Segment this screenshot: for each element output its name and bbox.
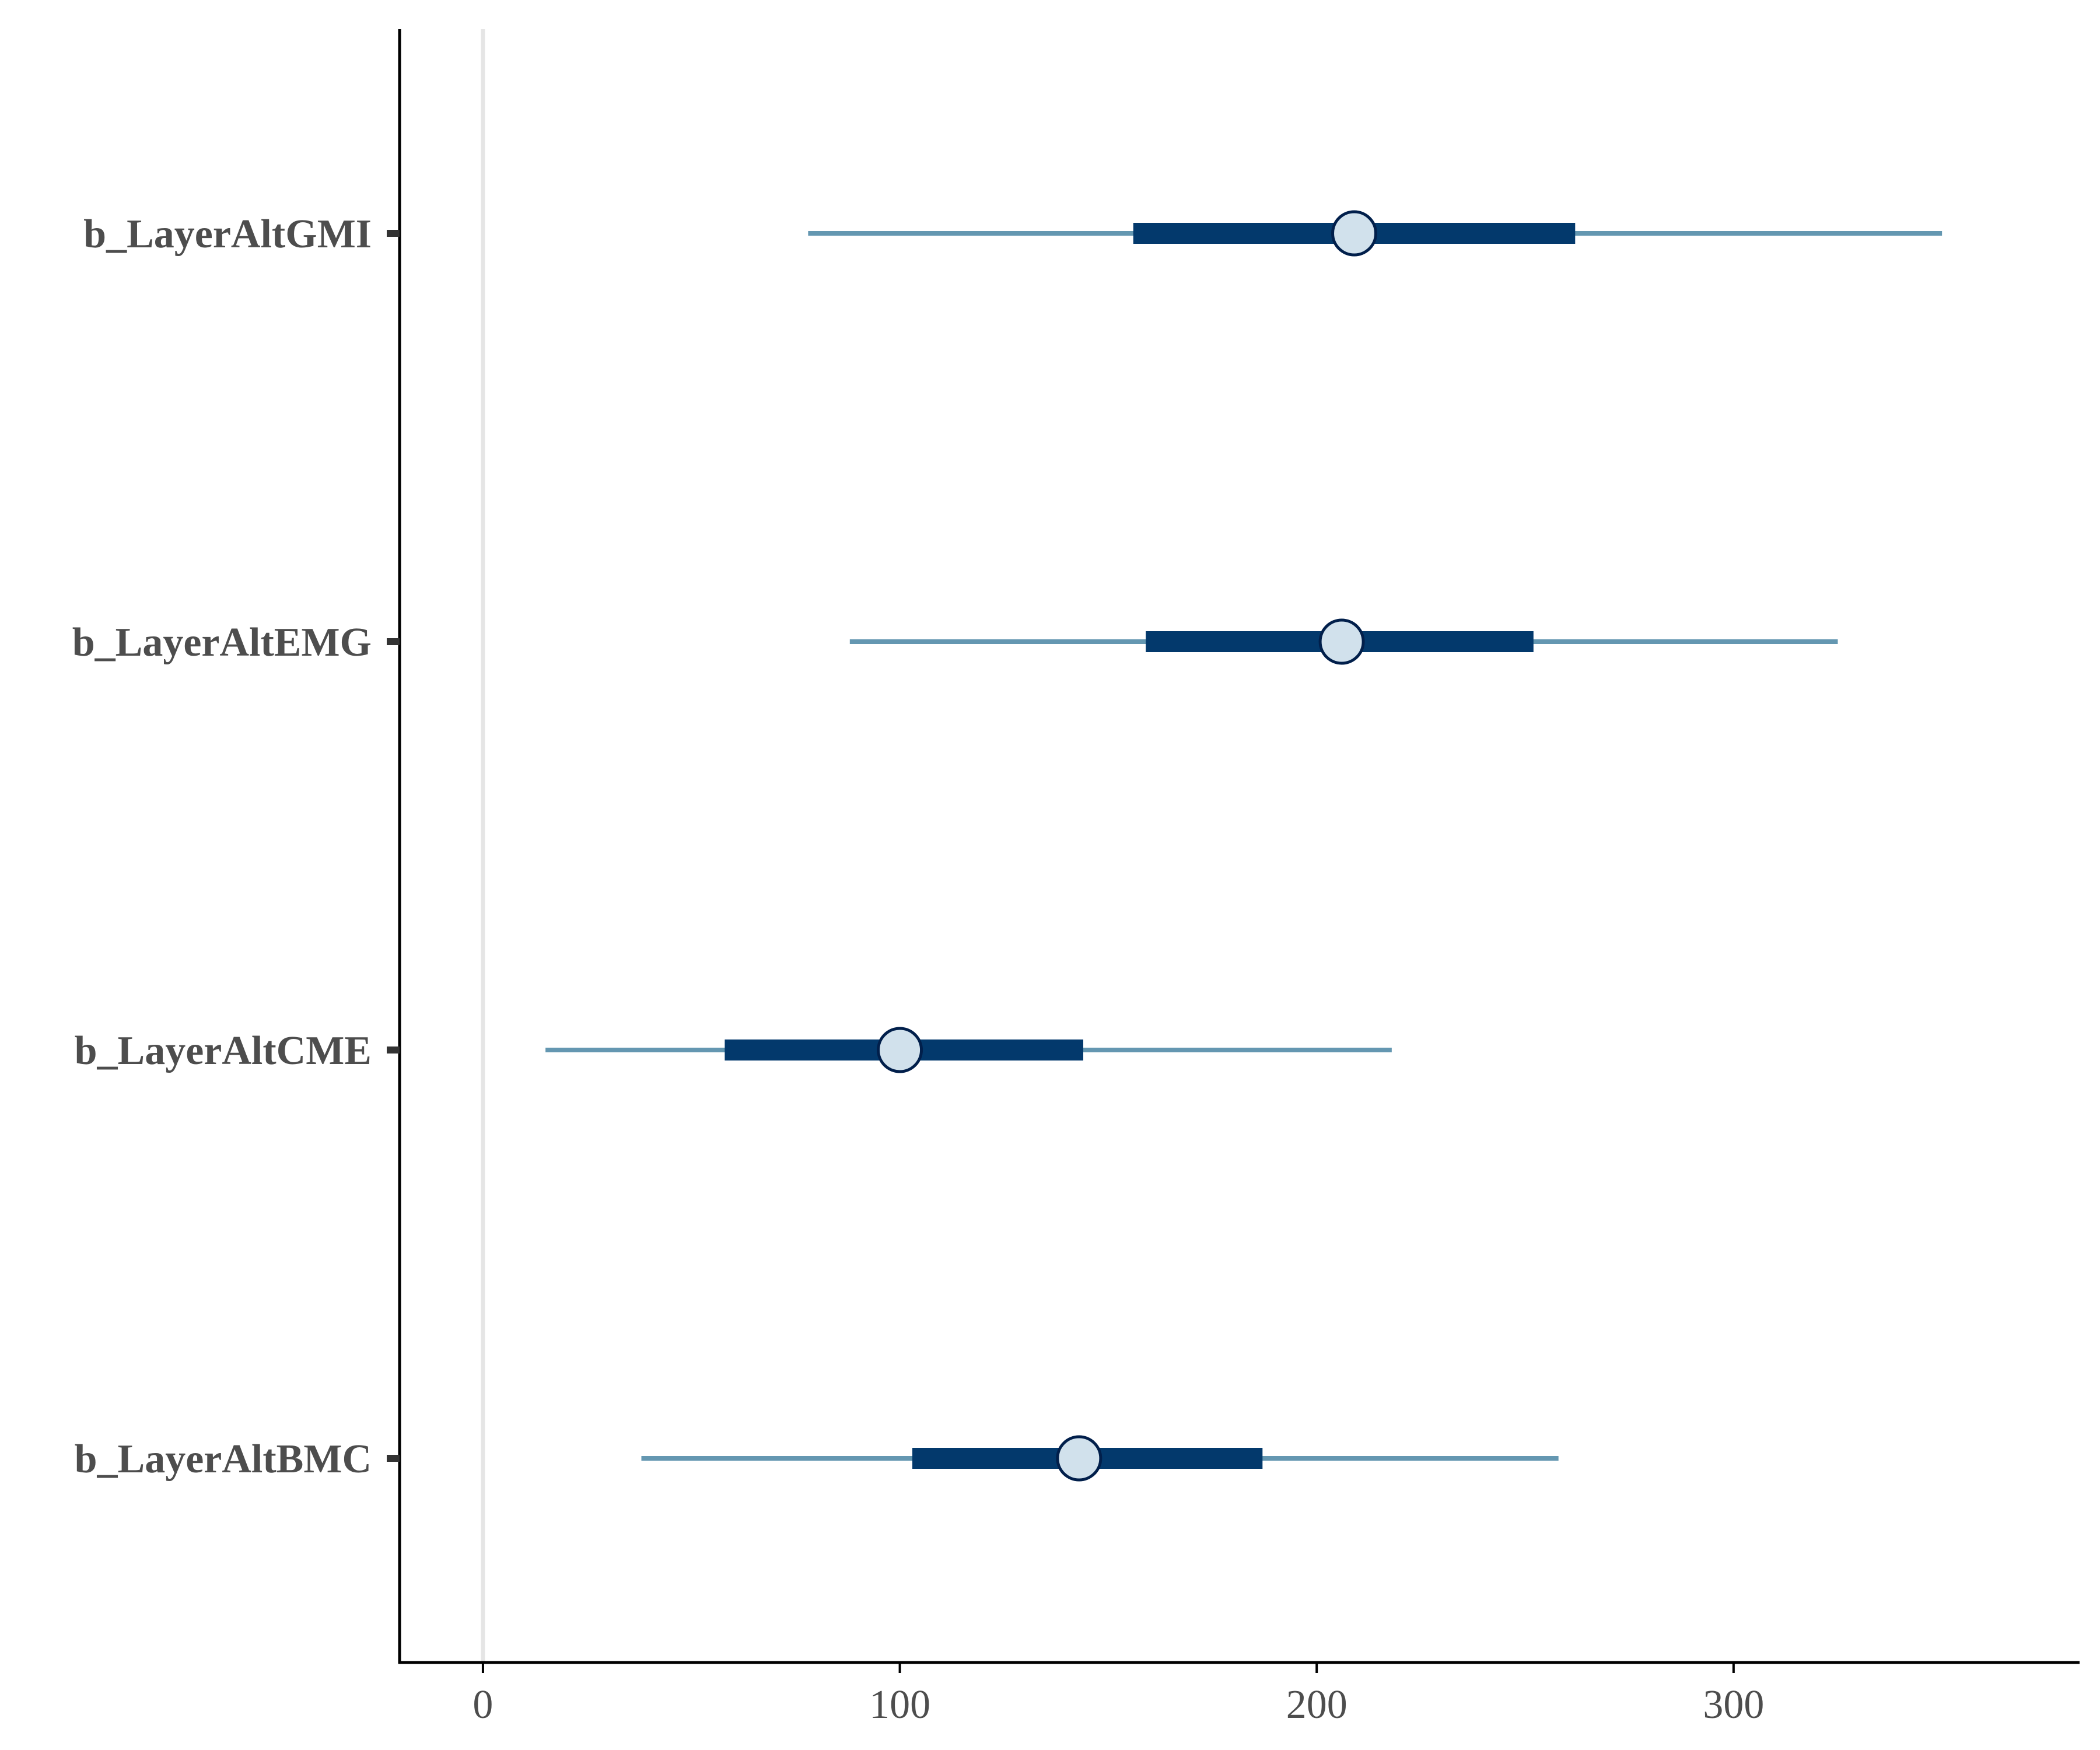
- point-estimate: [1331, 210, 1378, 257]
- y-tick-label: b_LayerAltEMG: [72, 620, 372, 665]
- y-tick-label: b_LayerAltGMI: [83, 212, 372, 257]
- tick-labels: 0 100 200 300 b_LayerAltGMI b_LayerAltEMG b_La…: [72, 212, 1765, 1727]
- axes: [387, 29, 2080, 1673]
- x-tick-label: 100: [869, 1682, 930, 1727]
- point-estimate: [877, 1027, 923, 1073]
- x-tick-label: 200: [1286, 1682, 1348, 1727]
- y-tick-label: b_LayerAltBMC: [75, 1437, 372, 1482]
- point-estimate: [1318, 618, 1365, 665]
- x-tick-label: 0: [473, 1682, 493, 1727]
- y-tick-label: b_LayerAltCME: [75, 1028, 372, 1073]
- x-tick-label: 300: [1703, 1682, 1764, 1727]
- point-estimate: [1056, 1435, 1102, 1482]
- intervals-layer: [545, 210, 1943, 1482]
